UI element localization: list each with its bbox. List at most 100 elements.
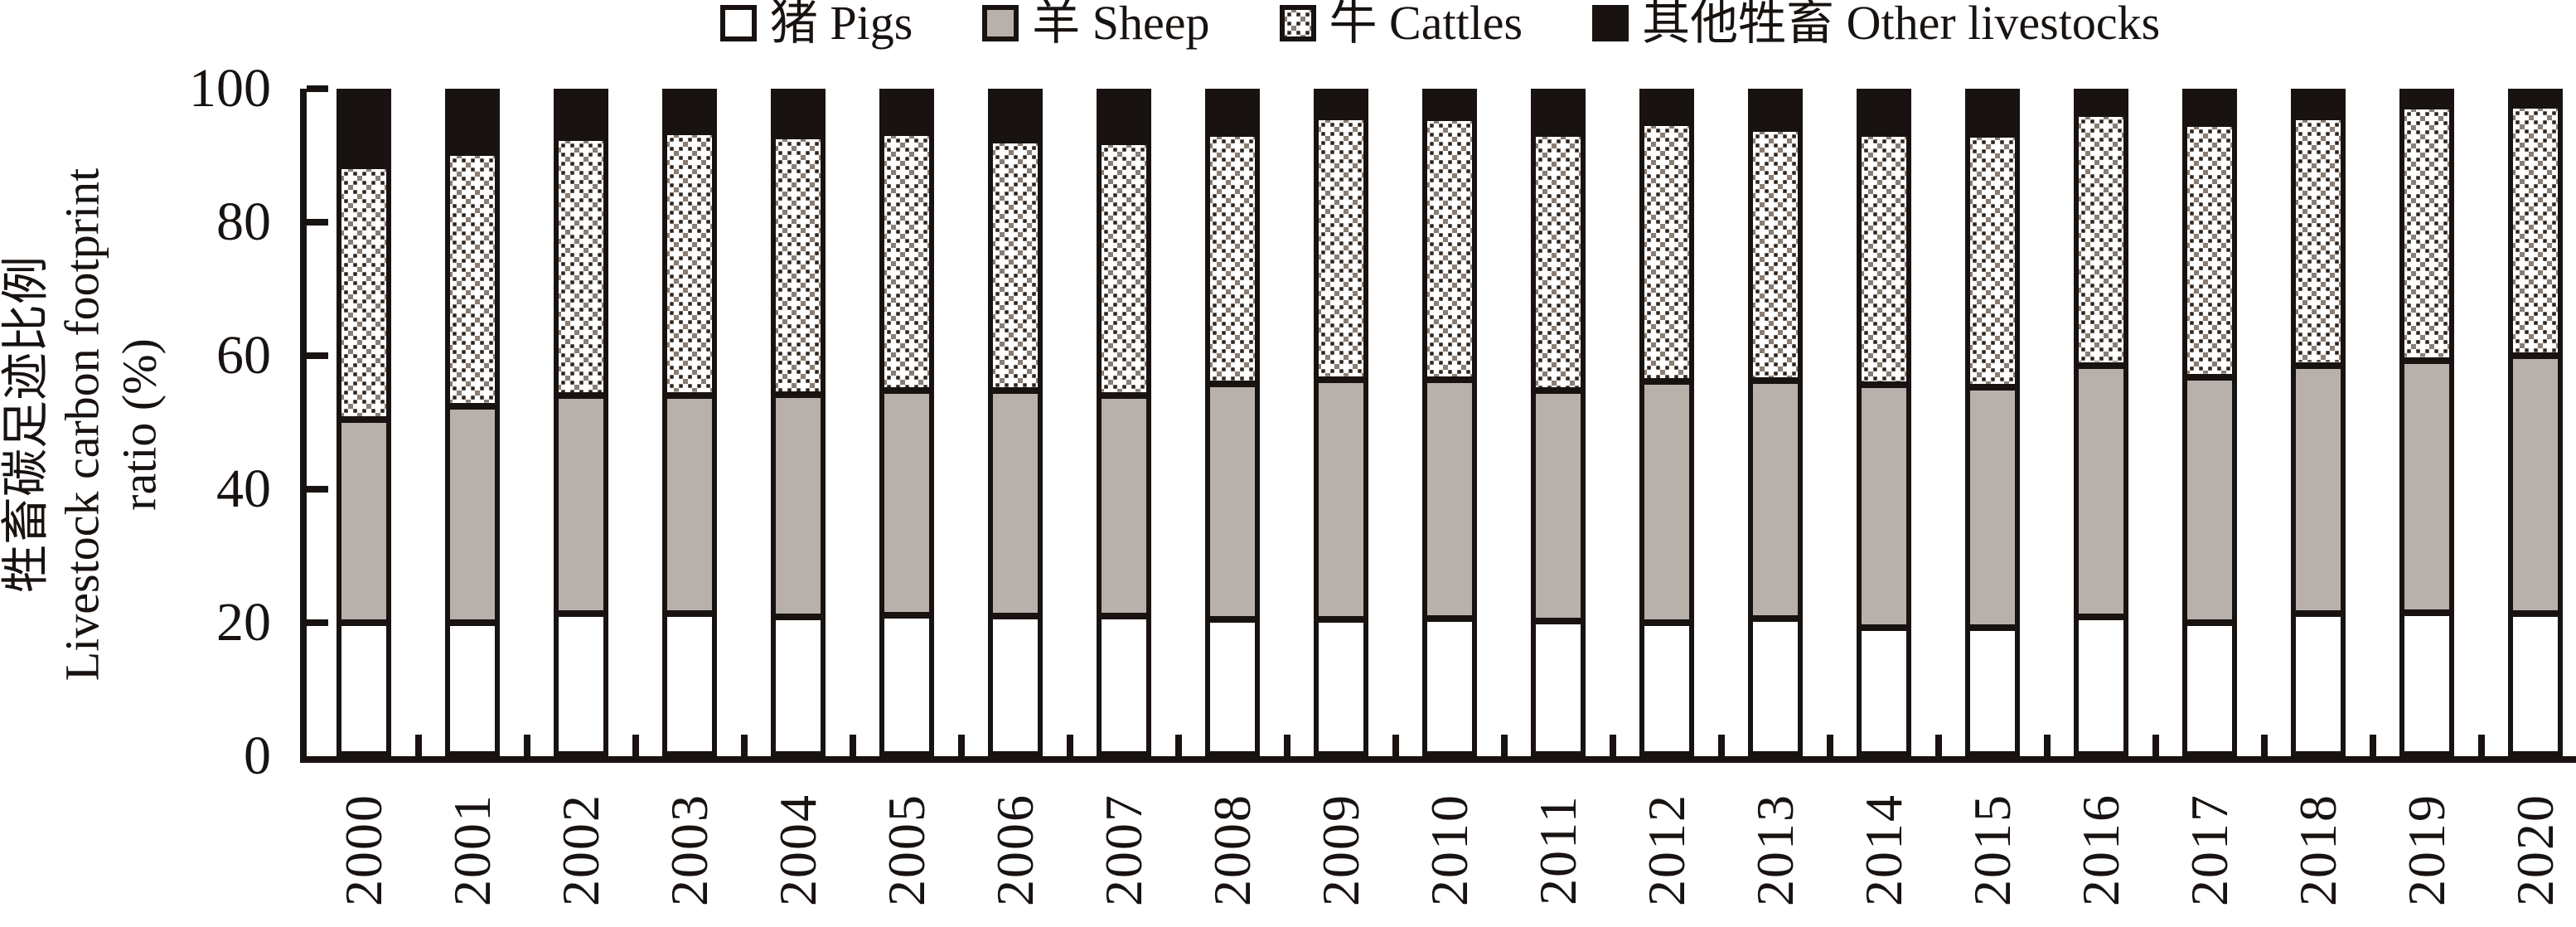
crosshatch-fill [776,139,821,392]
bar-2009 [1314,89,1368,756]
segment-pigs-2015 [1970,624,2015,751]
segment-pigs-2017 [2187,619,2232,751]
legend-swatch-white [719,5,757,41]
segment-cattle-2010 [1427,115,1472,376]
segment-pigs-2002 [559,610,603,751]
bar-2000 [337,89,391,756]
bar-2010 [1422,89,1477,756]
plot-area: 0 20 40 60 80 100 2000 2001 2002 2003 2004 2005 2006… [189,61,2576,906]
y-axis-title-zh: 牲畜碳足迹比例 [0,256,53,594]
segment-other-livestocks-2005 [884,94,929,132]
bar-2011 [1531,89,1586,756]
segment-other-livestocks-2008 [1210,94,1255,132]
legend-item-cattles: 牛 Cattles [1279,0,1523,47]
segment-pigs-2003 [667,610,712,751]
x-tick-after-2009 [1392,735,1399,756]
x-label-2006: 2006 [985,794,1044,906]
x-label-2009: 2009 [1311,794,1370,906]
segment-pigs-2020 [2513,610,2558,751]
segment-cattle-2019 [2404,104,2449,357]
crosshatch-fill [2187,127,2232,374]
bar-2012 [1639,89,1694,756]
x-label-2010: 2010 [1420,794,1479,906]
x-label-2015: 2015 [1963,794,2022,906]
x-label-2020: 2020 [2506,794,2564,906]
segment-other-livestocks-2010 [1427,94,1472,116]
y-tick-label-40: 40 [216,459,271,519]
segment-cattle-2018 [2296,115,2341,362]
bar-2006 [988,89,1043,756]
bar-2013 [1748,89,1803,756]
segment-pigs-2014 [1862,624,1906,751]
x-label-2002: 2002 [551,794,610,906]
y-tick-80 [307,219,328,226]
bar-2007 [1097,89,1151,756]
crosshatch-fill [1319,120,1363,376]
segment-other-livestocks-2014 [1862,94,1906,132]
segment-sheep-2006 [993,386,1038,614]
segment-pigs-2004 [776,614,821,751]
x-tick-after-2016 [2152,735,2159,756]
segment-sheep-2000 [341,416,386,620]
segment-other-livestocks-2015 [1970,94,2015,133]
crosshatch-fill [667,135,712,393]
x-label-2012: 2012 [1637,794,1696,906]
segment-other-livestocks-2009 [1319,94,1363,116]
segment-cattle-2016 [2079,112,2123,362]
segment-cattle-2009 [1319,115,1363,376]
x-tick-after-2008 [1283,735,1290,756]
segment-sheep-2009 [1319,376,1363,616]
crosshatch-fill [2513,108,2558,352]
bar-2005 [879,89,934,756]
x-label-2007: 2007 [1094,794,1153,906]
x-tick-after-2002 [632,735,639,756]
segment-sheep-2020 [2513,352,2558,611]
legend-label: 猪 Pigs [769,0,913,50]
segment-other-livestocks-2011 [1536,94,1581,132]
x-label-2000: 2000 [334,794,393,906]
segment-other-livestocks-2003 [667,94,712,131]
crosshatch-fill [1644,125,1689,378]
bar-2017 [2182,89,2237,756]
crosshatch-fill [341,168,386,417]
x-label-2001: 2001 [443,794,501,906]
segment-pigs-2018 [2296,610,2341,751]
crosshatch-fill [1753,131,1798,377]
segment-sheep-2011 [1536,387,1581,618]
bar-2018 [2291,89,2346,756]
y-tick-60 [307,352,328,359]
segment-cattle-2012 [1644,120,1689,378]
crosshatch-fill [2079,117,2123,362]
crosshatch-fill [450,155,495,403]
y-axis-line [300,89,307,763]
segment-cattle-2007 [1102,140,1146,393]
segment-cattle-2014 [1862,131,1906,382]
segment-cattle-2000 [341,163,386,417]
crosshatch-fill [1536,136,1581,388]
segment-other-livestocks-2017 [2187,94,2232,123]
segment-sheep-2017 [2187,373,2232,620]
y-tick-label-0: 0 [244,726,271,786]
legend-label: 羊 Sheep [1032,0,1210,50]
segment-cattle-2020 [2513,103,2558,352]
segment-cattle-2001 [450,150,495,403]
segment-sheep-2015 [1970,383,2015,624]
x-tick-after-2005 [957,735,965,756]
segment-sheep-2013 [1753,376,1798,615]
legend-item-other-livestocks: 其他牲畜 Other livestocks [1592,0,2160,47]
x-tick-after-2018 [2369,735,2376,756]
crosshatch-fill [2296,120,2341,362]
bar-2004 [771,89,826,756]
x-tick-after-2014 [1934,735,1942,756]
bar-2003 [662,89,717,756]
segment-sheep-2018 [2296,362,2341,611]
segment-pigs-2008 [1210,615,1255,751]
segment-pigs-2011 [1536,618,1581,751]
segment-cattle-2005 [884,131,929,388]
bar-2019 [2399,89,2454,756]
segment-sheep-2012 [1644,377,1689,620]
x-tick-after-2003 [740,735,748,756]
segment-other-livestocks-2004 [776,94,821,135]
segment-cattle-2004 [776,134,821,392]
y-tick-100 [307,85,328,92]
